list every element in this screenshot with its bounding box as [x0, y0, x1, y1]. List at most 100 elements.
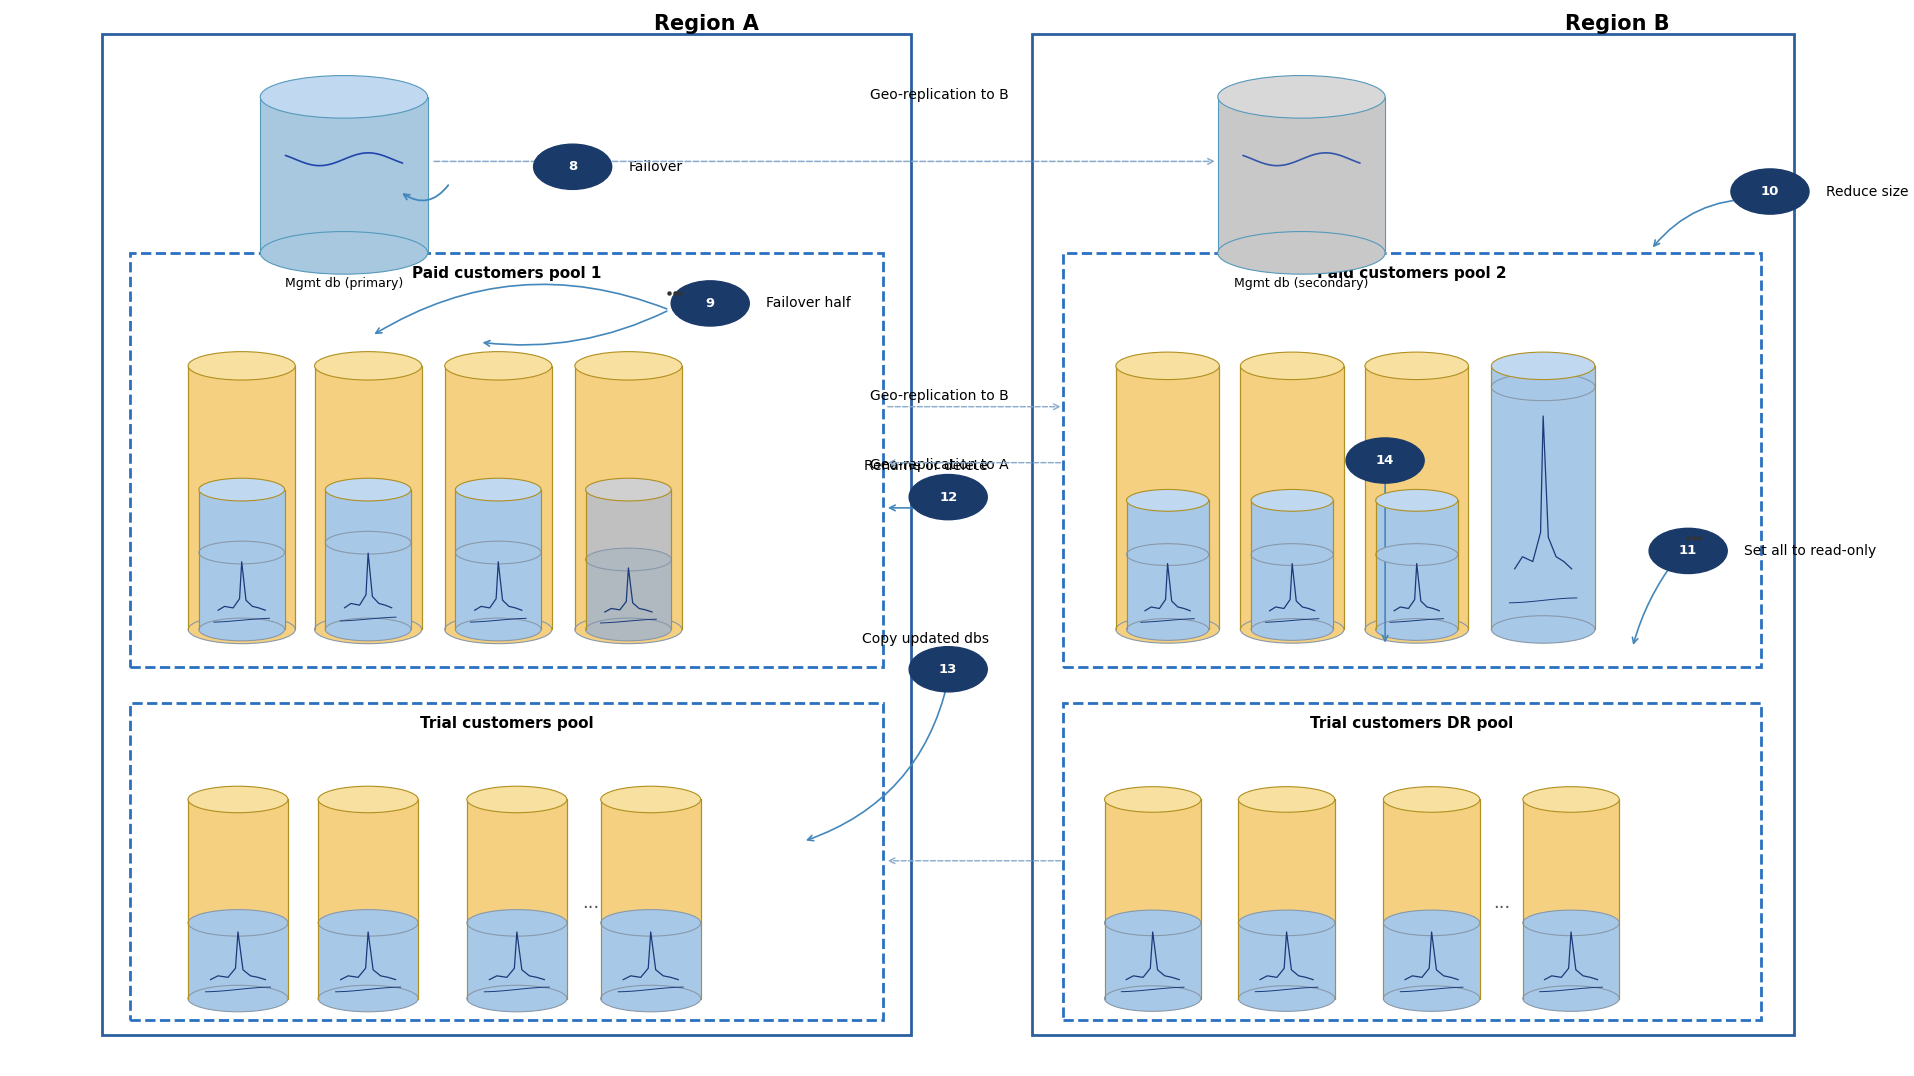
Polygon shape — [586, 490, 672, 629]
Ellipse shape — [1217, 231, 1384, 274]
Ellipse shape — [1491, 352, 1594, 380]
Ellipse shape — [1116, 615, 1219, 643]
Polygon shape — [601, 923, 701, 999]
Polygon shape — [325, 490, 412, 629]
Polygon shape — [199, 490, 285, 629]
Polygon shape — [1104, 799, 1200, 999]
Ellipse shape — [314, 352, 421, 380]
Ellipse shape — [188, 986, 287, 1011]
Bar — [130, 253, 882, 667]
Ellipse shape — [1238, 910, 1334, 936]
Bar — [1062, 253, 1759, 667]
Text: Geo-replication to B: Geo-replication to B — [869, 87, 1009, 102]
Polygon shape — [260, 97, 427, 253]
Ellipse shape — [1104, 787, 1200, 812]
Ellipse shape — [188, 787, 287, 812]
Polygon shape — [1240, 366, 1344, 629]
Polygon shape — [1250, 554, 1332, 629]
Ellipse shape — [1104, 910, 1200, 936]
Polygon shape — [1522, 799, 1619, 999]
Ellipse shape — [1104, 986, 1200, 1011]
Polygon shape — [1217, 97, 1384, 253]
Circle shape — [1346, 438, 1424, 483]
Polygon shape — [467, 923, 567, 999]
Ellipse shape — [601, 909, 701, 936]
Circle shape — [909, 475, 988, 520]
Polygon shape — [1125, 554, 1208, 629]
Polygon shape — [1491, 387, 1594, 629]
Polygon shape — [199, 553, 285, 629]
Ellipse shape — [1522, 787, 1619, 812]
Ellipse shape — [456, 618, 542, 641]
Polygon shape — [1104, 923, 1200, 999]
Ellipse shape — [1491, 373, 1594, 400]
Ellipse shape — [574, 352, 681, 380]
Ellipse shape — [260, 75, 427, 118]
Text: 11: 11 — [1679, 544, 1696, 557]
Ellipse shape — [1374, 490, 1457, 511]
Circle shape — [1730, 169, 1809, 214]
Text: 14: 14 — [1374, 454, 1393, 467]
Ellipse shape — [456, 478, 542, 501]
Ellipse shape — [188, 909, 287, 936]
Text: Trial customers pool: Trial customers pool — [419, 716, 593, 731]
Ellipse shape — [444, 352, 551, 380]
Ellipse shape — [188, 615, 295, 643]
Ellipse shape — [1240, 615, 1344, 643]
Polygon shape — [1125, 500, 1208, 629]
Ellipse shape — [1374, 619, 1457, 640]
Polygon shape — [188, 366, 295, 629]
Circle shape — [534, 144, 611, 189]
Polygon shape — [188, 799, 287, 999]
Polygon shape — [601, 799, 701, 999]
Ellipse shape — [1522, 910, 1619, 936]
Circle shape — [670, 281, 748, 326]
Ellipse shape — [260, 231, 427, 274]
Polygon shape — [1365, 366, 1468, 629]
Bar — [1062, 703, 1759, 1020]
Ellipse shape — [586, 618, 672, 641]
Ellipse shape — [318, 787, 417, 812]
Polygon shape — [1250, 500, 1332, 629]
Polygon shape — [456, 553, 542, 629]
Polygon shape — [318, 799, 417, 999]
Polygon shape — [1238, 799, 1334, 999]
Ellipse shape — [1250, 619, 1332, 640]
Text: Failover half: Failover half — [766, 296, 850, 311]
Text: Paid customers pool 2: Paid customers pool 2 — [1317, 266, 1506, 281]
Polygon shape — [1491, 366, 1594, 629]
Ellipse shape — [318, 986, 417, 1011]
Ellipse shape — [1217, 75, 1384, 118]
Ellipse shape — [1491, 615, 1594, 643]
Ellipse shape — [318, 909, 417, 936]
Ellipse shape — [325, 478, 412, 501]
Text: Paid customers pool 1: Paid customers pool 1 — [412, 266, 601, 281]
Ellipse shape — [1382, 986, 1480, 1011]
Polygon shape — [314, 366, 421, 629]
Text: Delete pool: Delete pool — [1265, 454, 1338, 467]
Circle shape — [1648, 528, 1726, 574]
Ellipse shape — [586, 478, 672, 501]
Ellipse shape — [325, 618, 412, 641]
Polygon shape — [1522, 923, 1619, 999]
Ellipse shape — [325, 532, 412, 554]
Polygon shape — [444, 366, 551, 629]
Ellipse shape — [1374, 543, 1457, 566]
Polygon shape — [586, 560, 672, 629]
Ellipse shape — [1116, 352, 1219, 380]
Ellipse shape — [1522, 986, 1619, 1011]
Text: ...: ... — [582, 894, 599, 912]
Polygon shape — [574, 366, 681, 629]
Ellipse shape — [199, 618, 285, 641]
Text: 10: 10 — [1759, 185, 1778, 198]
Ellipse shape — [1125, 619, 1208, 640]
Ellipse shape — [199, 541, 285, 564]
Text: 9: 9 — [704, 297, 714, 310]
Text: Copy updated dbs: Copy updated dbs — [861, 632, 990, 646]
Text: Set all to read-only: Set all to read-only — [1744, 543, 1876, 558]
Bar — [130, 703, 882, 1020]
Bar — [101, 34, 911, 1035]
Circle shape — [909, 647, 988, 692]
Polygon shape — [325, 542, 412, 629]
Polygon shape — [1382, 799, 1480, 999]
